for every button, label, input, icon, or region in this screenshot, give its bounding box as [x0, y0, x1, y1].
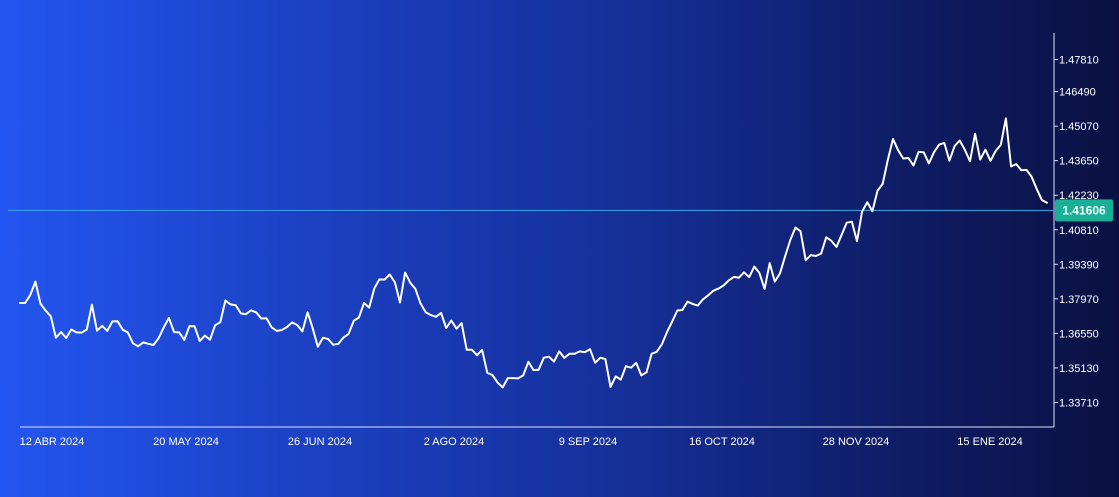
x-tick-label: 20 MAY 2024 — [153, 436, 219, 448]
x-tick-label: 2 AGO 2024 — [424, 436, 485, 448]
y-ticks: 1.33710 1.35130 1.36550 1.37970 1.39390 1.408… — [1054, 55, 1099, 409]
x-tick-label: 15 ENE 2024 — [957, 436, 1022, 448]
y-tick-label: 1.39390 — [1059, 259, 1099, 271]
x-tick-label: 26 JUN 2024 — [288, 436, 352, 448]
y-tick-label: 1.33710 — [1059, 397, 1099, 409]
y-tick-label: 1.43650 — [1059, 156, 1099, 168]
y-tick-label: 1.35130 — [1059, 363, 1099, 375]
axes — [20, 33, 1055, 428]
current-value-badge-bg — [1055, 199, 1113, 222]
data-points — [20, 118, 1047, 387]
current-value-label: 1.41606 — [1062, 203, 1106, 217]
x-tick-label: 16 OCT 2024 — [689, 436, 755, 448]
y-tick-label: 1.37970 — [1059, 294, 1099, 306]
current-value-badge: 1.41606 — [1055, 199, 1113, 222]
y-tick-label: 1.47810 — [1059, 55, 1099, 67]
y-tick-label: 1.36550 — [1059, 328, 1099, 340]
series-line — [19, 117, 1048, 389]
y-tick-label: 146490 — [1059, 87, 1096, 99]
y-tick-label: 1.40810 — [1059, 225, 1099, 237]
y-tick-label: 1.42230 — [1059, 190, 1099, 202]
x-tick-label: 9 SEP 2024 — [559, 436, 618, 448]
x-ticks: 12 ABR 2024 20 MAY 2024 26 JUN 2024 2 AGO 2… — [20, 436, 1023, 448]
x-tick-label: 28 NOV 2024 — [823, 436, 890, 448]
y-tick-label: 1.45070 — [1059, 121, 1099, 133]
x-tick-label: 12 ABR 2024 — [20, 436, 85, 448]
